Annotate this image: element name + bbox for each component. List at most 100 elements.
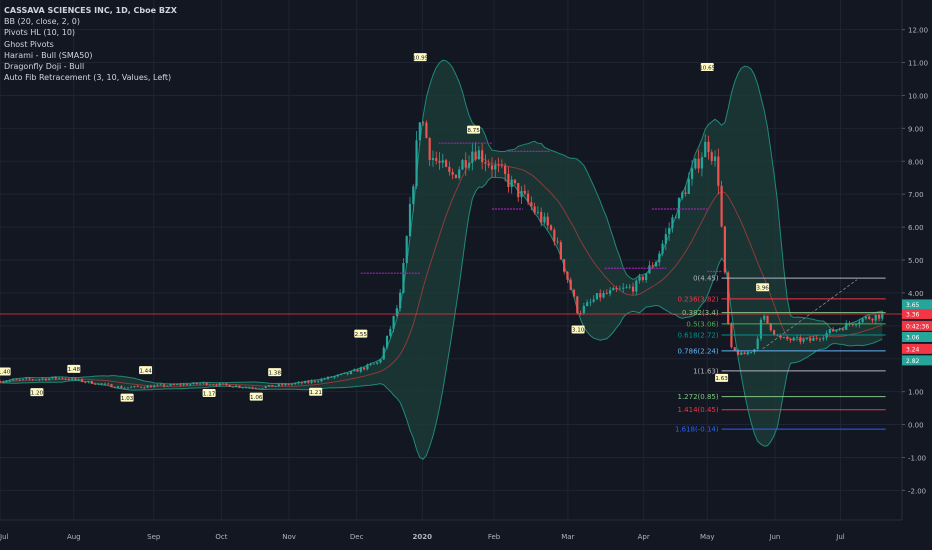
candle-body [395, 308, 398, 316]
candle-body [162, 384, 166, 387]
fib-level-label: 1.414(0.45) [678, 406, 719, 414]
candle-body [218, 383, 221, 386]
indicator-legend: CASSAVA SCIENCES INC, 1D, Cboe BZX BB (2… [4, 5, 177, 83]
candle-body [713, 156, 717, 161]
candle-body [759, 319, 763, 339]
indicator-dragonfly[interactable]: Dragonfly Doji - Bull [4, 62, 85, 72]
candle-body [326, 376, 330, 379]
candle-body [71, 378, 74, 380]
candle-body [618, 288, 622, 290]
candle-body [717, 156, 720, 186]
candle-body [651, 265, 654, 267]
indicator-harami[interactable]: Harami - Bull (SMA50) [4, 50, 93, 60]
candle-body [812, 337, 815, 341]
candle-body [359, 367, 362, 372]
candle-body [471, 151, 474, 163]
candle-body [802, 339, 805, 342]
price-tag-text: 3.06 [906, 335, 920, 342]
candle-body [300, 382, 303, 384]
candle-body [258, 388, 261, 390]
indicator-pivots-hl[interactable]: Pivots HL (10, 10) [4, 28, 76, 38]
candle-body [12, 379, 15, 381]
candle-body [477, 150, 480, 160]
x-tick-label: Sep [147, 533, 161, 541]
price-tag-box [902, 299, 932, 310]
candle-body [139, 386, 143, 388]
candle-body [779, 335, 782, 338]
candle-body [690, 168, 694, 179]
time-axis[interactable]: Jul Aug Sep Oct Nov Dec 2020 Feb Mar Apr May Jun Jul [0, 519, 902, 550]
pivot-label-box [30, 388, 44, 397]
candle-body [835, 329, 838, 332]
candle-body [540, 211, 543, 223]
candle-body [874, 314, 877, 321]
candle-body [107, 383, 110, 385]
candle-body [15, 379, 18, 381]
candle-body [832, 329, 835, 332]
fib-trend-line [762, 279, 858, 350]
candle-body [251, 387, 254, 389]
price-axis[interactable]: 12.0011.0010.009.008.007.006.005.004.003… [901, 0, 932, 550]
candle-body [212, 384, 215, 386]
candle-body [392, 315, 395, 329]
candle-body [116, 386, 120, 388]
candle-body [458, 169, 461, 178]
price-tag-text: 2.82 [906, 358, 920, 365]
candle-body [126, 387, 130, 389]
x-tick-label: Oct [215, 533, 227, 541]
pivot-label-box [120, 393, 134, 402]
price-tag-text: 3.24 [906, 346, 920, 353]
candle-body [841, 328, 845, 330]
candle-body [18, 379, 21, 381]
candle-body [340, 373, 343, 375]
candle-body [385, 335, 389, 348]
candle-body [536, 211, 540, 213]
candle-body [668, 228, 671, 235]
indicator-ghost-pivots[interactable]: Ghost Pivots [4, 39, 54, 49]
candle-body [566, 271, 569, 280]
candle-body [277, 384, 280, 386]
candle-body [441, 160, 444, 163]
candles [0, 120, 884, 390]
fib-level-label: 0.236(3.82) [678, 295, 719, 303]
candle-body [202, 382, 205, 384]
candle-body [845, 323, 848, 330]
candle-body [418, 122, 421, 141]
price-tag-box [902, 332, 932, 343]
price-tags: 3.65 3.36 0:42:36 3.06 3.24 2.82 [902, 299, 932, 366]
candle-body [868, 316, 871, 319]
x-tick-label: Nov [282, 533, 296, 541]
candle-body [54, 376, 57, 379]
pivot-label-box [467, 125, 481, 134]
candle-body [38, 379, 41, 381]
price-tag-box [902, 343, 932, 354]
candle-body [64, 378, 67, 380]
candle-body [772, 330, 776, 335]
candle-body [179, 384, 182, 386]
candle-body [510, 179, 513, 188]
candle-body [707, 141, 710, 153]
candle-body [343, 372, 346, 374]
indicator-bb[interactable]: BB (20, close, 2, 0) [4, 17, 80, 27]
fib-level-label: 0.786(2.24) [678, 347, 719, 355]
indicator-auto-fib[interactable]: Auto Fib Retracement (3, 10, Values, Lef… [4, 73, 172, 83]
fib-retracement[interactable]: 0.236(3.82) 0.382(3.4) 0.5(3.06) 0.618(2.72… [675, 275, 886, 434]
pivot-label-text: 1.38 [268, 370, 281, 376]
candle-body [238, 385, 241, 388]
candle-body [494, 164, 497, 170]
candle-body [487, 163, 490, 166]
candle-body [248, 387, 251, 388]
x-tick-label: Jul [0, 533, 9, 541]
candle-body [654, 262, 658, 267]
bb-basis [0, 156, 883, 387]
candle-body [231, 386, 234, 388]
candle-body [743, 352, 746, 355]
bollinger-bands [0, 59, 883, 460]
candle-body [113, 387, 116, 388]
candle-body [261, 387, 264, 389]
candle-body [41, 378, 44, 380]
candle-body [474, 151, 477, 160]
x-tick-label: Jul [835, 533, 845, 541]
symbol-title[interactable]: CASSAVA SCIENCES INC, 1D, Cboe BZX [4, 6, 177, 15]
